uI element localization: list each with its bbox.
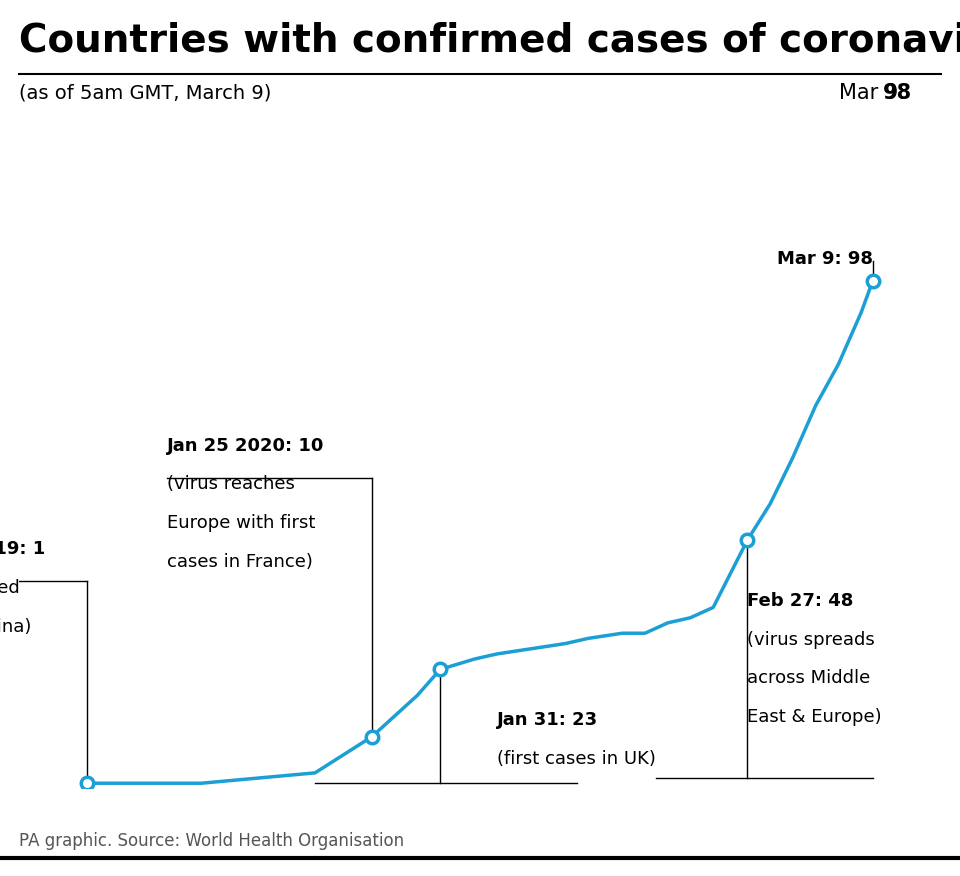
Text: East & Europe): East & Europe) [748,708,882,726]
Text: cases in China): cases in China) [0,618,32,636]
Text: (virus reaches: (virus reaches [167,476,295,493]
Text: Jan 31: 23: Jan 31: 23 [497,710,598,729]
Text: Countries with confirmed cases of coronavirus: Countries with confirmed cases of corona… [19,22,960,60]
Text: (first reported: (first reported [0,579,20,597]
Text: cases in France): cases in France) [167,553,313,571]
Text: Feb 27: 48: Feb 27: 48 [748,592,853,610]
Text: Dec 31 2019: 1: Dec 31 2019: 1 [0,540,45,558]
Text: across Middle: across Middle [748,669,871,688]
Text: (as of 5am GMT, March 9): (as of 5am GMT, March 9) [19,83,272,102]
Text: (first cases in UK): (first cases in UK) [497,750,656,767]
Text: Mar 9:: Mar 9: [839,83,912,103]
Text: (virus spreads: (virus spreads [748,631,876,648]
Text: 98: 98 [883,83,912,103]
Text: Europe with first: Europe with first [167,514,316,533]
Text: Mar 9: 98: Mar 9: 98 [777,251,873,268]
Text: Jan 25 2020: 10: Jan 25 2020: 10 [167,436,324,455]
Text: PA graphic. Source: World Health Organisation: PA graphic. Source: World Health Organis… [19,831,404,850]
